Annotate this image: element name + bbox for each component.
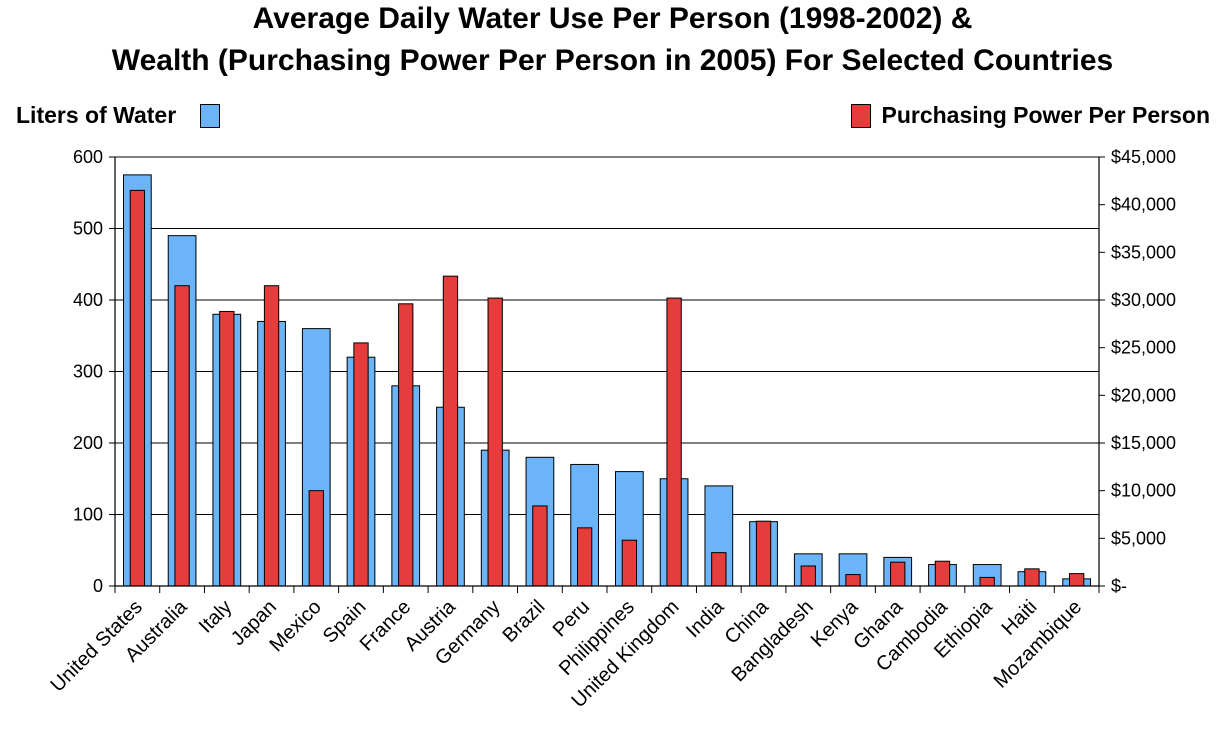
legend-water-swatch bbox=[200, 103, 221, 128]
chart-title-line2: Wealth (Purchasing Power Per Person in 2… bbox=[111, 44, 1114, 77]
purchasing-power-bar bbox=[934, 560, 951, 587]
legend-purchasing-power-label: Purchasing Power Per Person bbox=[881, 102, 1210, 128]
category-label: Brazil bbox=[499, 596, 550, 647]
purchasing-power-bar bbox=[621, 539, 638, 587]
right-axis-tick-label: $40,000 bbox=[1111, 195, 1176, 215]
purchasing-power-bar bbox=[711, 552, 727, 587]
left-axis-tick-label: 600 bbox=[73, 147, 103, 167]
left-axis-tick-label: 400 bbox=[73, 290, 103, 310]
legend-purchasing-power: Purchasing Power Per Person bbox=[851, 102, 1210, 129]
legend-purchasing-power-swatch bbox=[851, 103, 872, 128]
purchasing-power-bar bbox=[174, 285, 190, 587]
right-axis-tick-label: $15,000 bbox=[1111, 433, 1176, 453]
left-axis-tick-label: 300 bbox=[73, 362, 103, 382]
right-axis-tick-label: $5,000 bbox=[1111, 528, 1166, 548]
right-axis-tick-label: $20,000 bbox=[1111, 385, 1176, 405]
right-axis-tick-label: $35,000 bbox=[1111, 242, 1176, 262]
purchasing-power-bar bbox=[666, 297, 682, 587]
purchasing-power-bar bbox=[800, 565, 816, 587]
left-axis-tick-label: 500 bbox=[73, 219, 103, 239]
purchasing-power-bar bbox=[576, 527, 593, 587]
legend-water-label: Liters of Water bbox=[16, 102, 177, 128]
purchasing-power-bar bbox=[353, 342, 369, 587]
purchasing-power-bar bbox=[263, 285, 280, 587]
purchasing-power-bar bbox=[487, 297, 503, 587]
left-axis-tick-label: 0 bbox=[93, 576, 103, 596]
purchasing-power-bar bbox=[219, 310, 235, 587]
right-axis-tick-label: $45,000 bbox=[1111, 147, 1176, 167]
left-axis-tick-label: 100 bbox=[73, 505, 103, 525]
purchasing-power-bar bbox=[532, 505, 548, 587]
left-axis-tick-label: 200 bbox=[73, 433, 103, 453]
chart-title-line1: Average Daily Water Use Per Person (1998… bbox=[252, 2, 973, 35]
purchasing-power-bar bbox=[398, 303, 414, 587]
purchasing-power-bar bbox=[979, 576, 995, 587]
right-axis-tick-label: $25,000 bbox=[1111, 338, 1176, 358]
purchasing-power-bar bbox=[845, 574, 861, 587]
purchasing-power-bar bbox=[308, 490, 324, 587]
purchasing-power-bar bbox=[755, 520, 772, 587]
purchasing-power-bar bbox=[129, 189, 146, 587]
legend-water: Liters of Water bbox=[16, 102, 221, 129]
right-axis-tick-label: $- bbox=[1111, 576, 1127, 596]
right-axis-tick-label: $10,000 bbox=[1111, 481, 1176, 501]
purchasing-power-bar bbox=[1024, 568, 1040, 587]
purchasing-power-bar bbox=[890, 561, 906, 587]
purchasing-power-bar bbox=[1068, 573, 1085, 587]
right-axis-tick-label: $30,000 bbox=[1111, 290, 1176, 310]
purchasing-power-bar bbox=[442, 275, 459, 587]
